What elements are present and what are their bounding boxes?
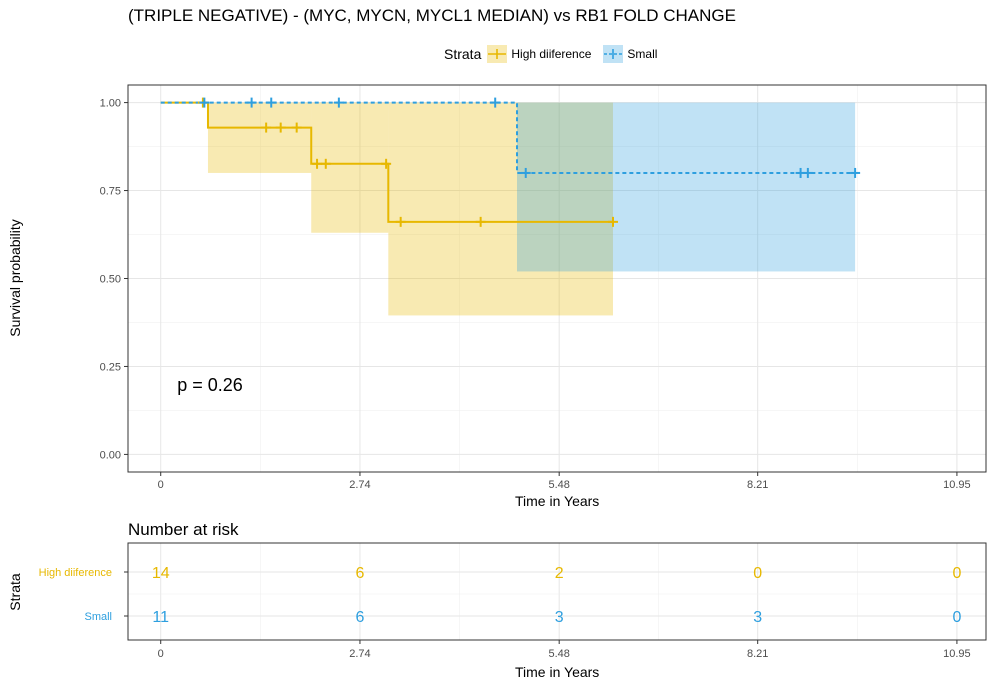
- risk-table-title: Number at risk: [128, 520, 239, 539]
- risk-row-label-high-diiference: High diiference: [39, 567, 112, 579]
- grid: [128, 85, 986, 472]
- risk-count-high-diiference: 0: [952, 565, 961, 582]
- risk-table-x-axis-title: Time in Years: [515, 664, 600, 680]
- x-axis-title: Time in Years: [515, 493, 600, 509]
- y-tick-label: 0.25: [100, 361, 121, 373]
- censor-mark-high-diiference: [291, 122, 302, 133]
- ci-rect-small: [517, 102, 856, 272]
- risk-x-tick-label: 5.48: [548, 648, 569, 660]
- censor-mark-small: [246, 97, 257, 108]
- legend-swatch-small: [603, 45, 624, 63]
- risk-count-high-diiference: 2: [555, 565, 564, 582]
- risk-x-tick-label: 8.21: [747, 648, 768, 660]
- risk-x-tick-label: 2.74: [349, 648, 370, 660]
- ci-rect-high-diiference: [207, 102, 312, 173]
- risk-count-small: 3: [555, 609, 564, 626]
- p-value-annotation: p = 0.26: [177, 375, 243, 395]
- risk-x-tick-label: 10.95: [943, 648, 971, 660]
- x-tick-label: 8.21: [747, 479, 768, 491]
- censor-mark-high-diiference: [261, 122, 272, 133]
- legend-swatch-high-difference: [487, 45, 508, 63]
- legend-label-high-difference: High diiference: [511, 47, 592, 61]
- censor-mark-high-diiference: [320, 158, 331, 169]
- risk-count-small: 0: [952, 609, 961, 626]
- survival-line-high-diiference: [160, 101, 613, 223]
- risk-count-high-diiference: 0: [753, 565, 762, 582]
- risk-grid: [128, 543, 986, 640]
- risk-count-small: 11: [152, 609, 169, 626]
- ci-rect-high-diiference: [311, 102, 389, 233]
- risk-count-high-diiference: 6: [355, 565, 364, 582]
- y-tick-label: 0.00: [100, 449, 121, 461]
- censor-mark-high-diiference: [475, 216, 486, 227]
- legend-title: Strata: [444, 46, 482, 62]
- censor-mark-high-diiference: [381, 158, 392, 169]
- ci-band-high-diiference: [207, 102, 613, 316]
- censor-mark-small: [199, 97, 210, 108]
- risk-x-tick-label: 0: [158, 648, 164, 660]
- risk-count-high-diiference: 14: [152, 565, 170, 582]
- x-tick-label: 2.74: [349, 479, 370, 491]
- censor-mark-small: [333, 97, 344, 108]
- y-tick-label: 0.75: [100, 186, 121, 198]
- censor-mark-small: [802, 167, 813, 178]
- risk-table-border: [127, 542, 987, 641]
- ci-rect-high-diiference: [388, 102, 613, 316]
- legend: Strata High diiference Small: [444, 44, 669, 64]
- risk-count-small: 6: [355, 609, 364, 626]
- y-tick-label: 1.00: [100, 98, 121, 110]
- censor-mark-small: [266, 97, 277, 108]
- ci-band-small: [517, 102, 856, 272]
- x-tick-label: 0: [158, 479, 164, 491]
- risk-row-label-small: Small: [84, 611, 112, 623]
- chart-title: (TRIPLE NEGATIVE) - (MYC, MYCN, MYCL1 ME…: [128, 6, 736, 25]
- legend-item-high-difference: High diiference: [487, 45, 591, 63]
- censor-mark-high-diiference: [607, 216, 618, 227]
- legend-label-small: Small: [627, 47, 658, 61]
- x-tick-label: 5.48: [548, 479, 569, 491]
- risk-count-small: 3: [753, 609, 762, 626]
- censor-mark-high-diiference: [395, 216, 406, 227]
- survival-plot: 0 2.74 5.48 8.21 10.95 0.00 0.25 0.50 0.75 1.00 p …: [100, 84, 987, 491]
- legend-item-small: Small: [603, 45, 657, 63]
- censor-mark-small: [520, 167, 531, 178]
- y-tick-label: 0.50: [100, 274, 121, 286]
- censor-mark-high-diiference: [312, 158, 323, 169]
- censor-mark-small: [490, 97, 501, 108]
- censor-mark-small: [850, 167, 861, 178]
- x-tick-label: 10.95: [943, 479, 971, 491]
- censor-mark-high-diiference: [275, 122, 286, 133]
